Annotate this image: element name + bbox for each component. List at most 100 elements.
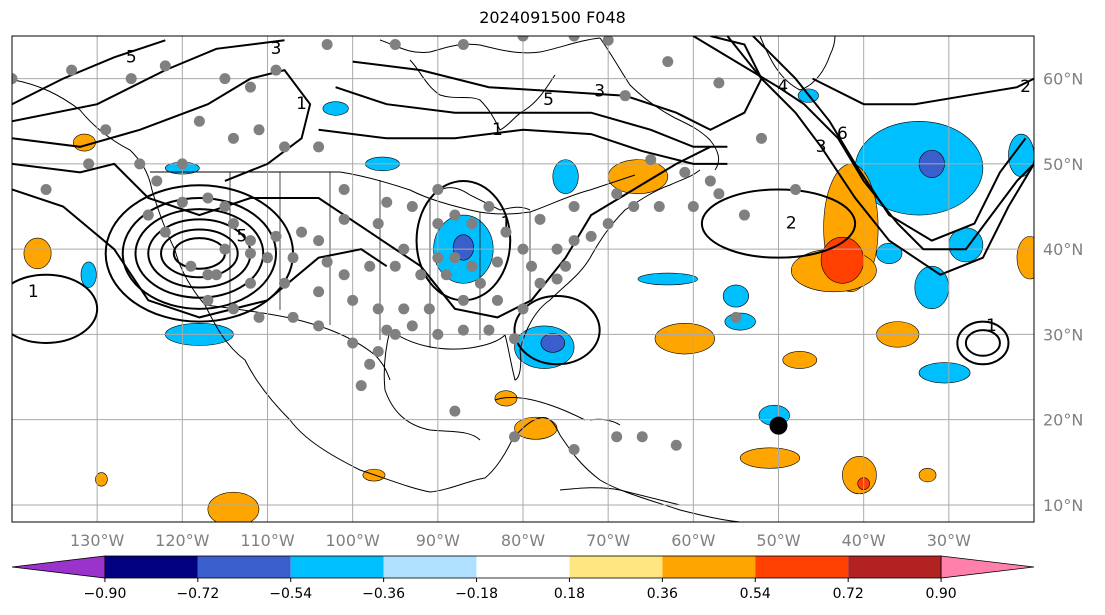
station-dot bbox=[389, 260, 401, 272]
station-dot bbox=[313, 320, 325, 332]
contour-label: 5 bbox=[543, 90, 554, 110]
station-dot bbox=[568, 235, 580, 247]
colorbar-segment bbox=[476, 556, 570, 578]
station-dot bbox=[491, 294, 503, 306]
longitude-label: 110°W bbox=[240, 531, 295, 550]
contour-label: 3 bbox=[271, 39, 282, 59]
shaded-region bbox=[876, 242, 903, 264]
station-dot bbox=[568, 201, 580, 213]
colorbar-segment bbox=[569, 556, 663, 578]
colorbar-segment bbox=[662, 556, 756, 578]
colorbar-label: 0.18 bbox=[554, 586, 585, 602]
station-dot bbox=[406, 201, 418, 213]
station-dot bbox=[790, 183, 802, 195]
station-dot bbox=[193, 115, 205, 127]
station-dot bbox=[125, 73, 137, 85]
station-dot bbox=[602, 218, 614, 230]
station-dot bbox=[202, 269, 214, 281]
colorbar-segment bbox=[383, 556, 477, 578]
station-dot bbox=[389, 39, 401, 51]
station-dot bbox=[679, 166, 691, 178]
station-dot bbox=[313, 141, 325, 153]
station-dot bbox=[279, 141, 291, 153]
station-dot bbox=[202, 192, 214, 204]
latitude-label: 10°N bbox=[1043, 496, 1083, 515]
shaded-region bbox=[322, 101, 349, 116]
station-dot bbox=[185, 260, 197, 272]
station-dot bbox=[730, 311, 742, 323]
station-dot bbox=[517, 243, 529, 255]
station-dot bbox=[449, 209, 461, 221]
station-dot bbox=[466, 218, 478, 230]
longitude-label: 80°W bbox=[501, 531, 545, 550]
anomaly-shading bbox=[23, 88, 1034, 522]
colorbar-outline bbox=[104, 555, 942, 579]
colorbar: −0.90 −0.72 −0.54 −0.36 −0.18 0.18 0.36 0.54 0.7… bbox=[11, 555, 1035, 602]
station-dot bbox=[159, 226, 171, 238]
shaded-region bbox=[494, 390, 518, 407]
colorbar-segment bbox=[848, 556, 942, 578]
station-dot bbox=[176, 196, 188, 208]
latitude-label: 50°N bbox=[1043, 155, 1083, 174]
station-dot bbox=[755, 132, 767, 144]
station-dot bbox=[466, 260, 478, 272]
station-dot bbox=[355, 380, 367, 392]
station-dot bbox=[432, 183, 444, 195]
colorbar-label: −0.36 bbox=[362, 586, 405, 602]
station-dot bbox=[611, 188, 623, 200]
longitude-label: 30°W bbox=[927, 531, 971, 550]
contour-line bbox=[752, 36, 1027, 242]
colorbar-label: −0.72 bbox=[176, 586, 219, 602]
latitude-label: 20°N bbox=[1043, 411, 1083, 430]
contour-ring bbox=[134, 208, 265, 299]
station-dot bbox=[398, 243, 410, 255]
colorbar-segment bbox=[755, 556, 849, 578]
station-dot bbox=[381, 196, 393, 208]
station-dot bbox=[432, 328, 444, 340]
colorbar-segment bbox=[197, 556, 291, 578]
station-dot bbox=[517, 36, 529, 42]
contour-line bbox=[12, 39, 166, 106]
colorbar-label: 0.72 bbox=[833, 586, 864, 602]
station-dot bbox=[176, 158, 188, 170]
shaded-region bbox=[782, 351, 818, 369]
station-dot bbox=[508, 333, 520, 345]
station-dot bbox=[517, 303, 529, 315]
contour-label: 1 bbox=[296, 94, 307, 114]
shaded-region bbox=[739, 447, 801, 469]
station-dot bbox=[12, 73, 18, 85]
contour-ring bbox=[513, 295, 601, 366]
station-dot bbox=[296, 226, 308, 238]
station-dot bbox=[449, 252, 461, 264]
shaded-region bbox=[80, 261, 97, 288]
coast-cuba bbox=[494, 397, 586, 421]
station-dot bbox=[227, 132, 239, 144]
contour-label: 5 bbox=[126, 47, 137, 67]
border-us-mexico bbox=[204, 304, 391, 381]
contour-ring bbox=[964, 329, 1001, 357]
station-dot bbox=[219, 243, 231, 255]
station-dot bbox=[227, 303, 239, 315]
shaded-region bbox=[23, 237, 52, 270]
contour-label: 1 bbox=[492, 120, 503, 140]
colorbar-label: 0.36 bbox=[647, 586, 678, 602]
station-dot bbox=[526, 260, 538, 272]
contour-label: 5 bbox=[237, 226, 248, 246]
station-dot bbox=[611, 431, 623, 443]
longitude-label: 100°W bbox=[325, 531, 380, 550]
contour-ring bbox=[121, 197, 278, 310]
station-dot bbox=[219, 73, 231, 85]
station-dot bbox=[662, 56, 674, 68]
station-dot bbox=[636, 431, 648, 443]
station-dot bbox=[253, 124, 265, 136]
station-dot bbox=[457, 324, 469, 336]
station-dot bbox=[670, 439, 682, 451]
station-dot bbox=[313, 235, 325, 247]
station-dot bbox=[423, 303, 435, 315]
station-dot bbox=[372, 303, 384, 315]
shaded-region bbox=[1016, 236, 1034, 280]
contour-label: 3 bbox=[594, 81, 605, 101]
contour-line bbox=[12, 145, 711, 319]
station-dot bbox=[338, 213, 350, 225]
